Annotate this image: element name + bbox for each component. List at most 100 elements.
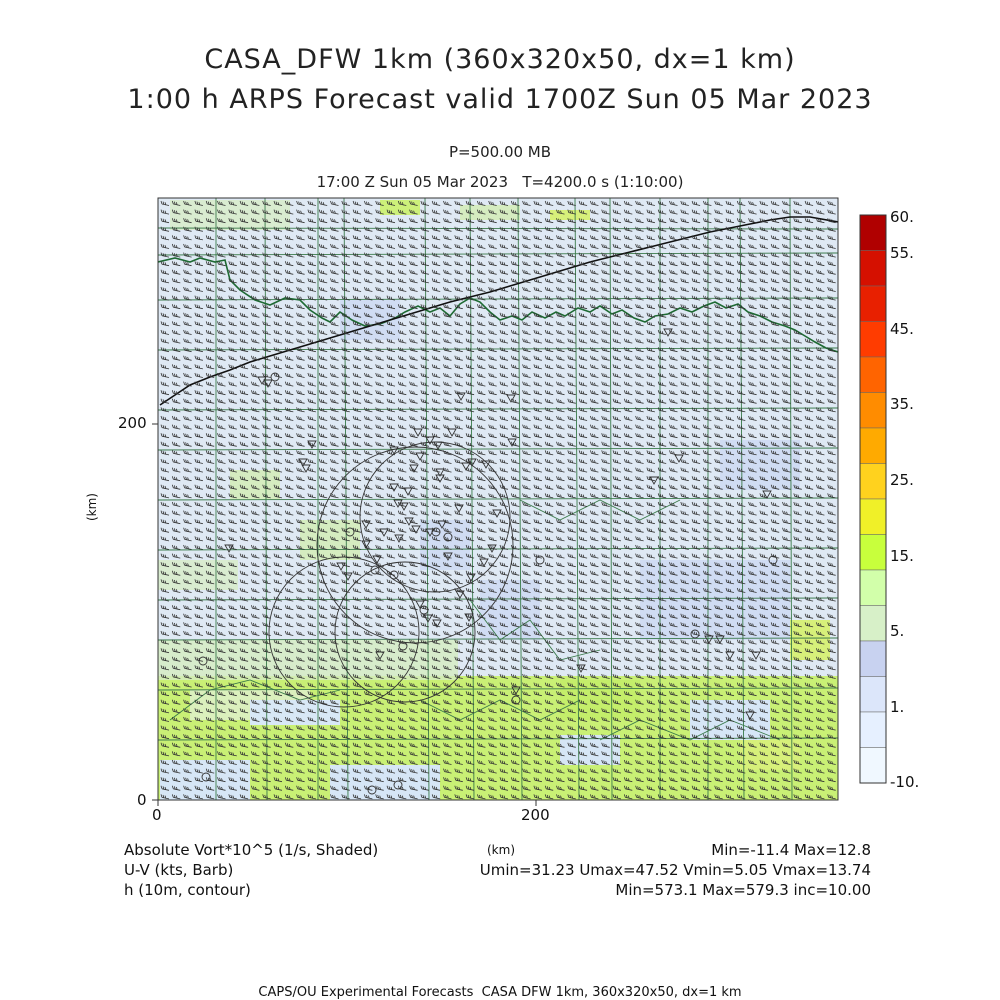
wind-barb	[703, 777, 712, 783]
wind-barb	[725, 536, 735, 542]
wind-barb	[194, 398, 203, 404]
wind-barb	[194, 338, 203, 344]
wind-barb	[341, 691, 350, 697]
station-marker	[409, 464, 419, 473]
wind-barb	[522, 562, 531, 568]
wind-barb	[262, 226, 271, 232]
wind-barb	[590, 304, 599, 310]
wind-barb	[386, 510, 396, 516]
wind-barb	[364, 777, 373, 783]
wind-barb	[443, 605, 452, 611]
wind-barb	[691, 424, 701, 430]
x-tick-label-0: 0	[152, 806, 162, 824]
wind-barb	[262, 579, 271, 585]
wind-barb	[205, 398, 215, 404]
station-marker	[361, 540, 371, 549]
wind-barb	[793, 433, 802, 439]
wind-barb	[612, 450, 622, 456]
wind-barb	[782, 484, 791, 490]
wind-barb	[217, 381, 226, 387]
wind-barb	[510, 579, 520, 585]
wind-barb	[477, 269, 486, 275]
wind-barb	[296, 235, 305, 241]
wind-barb	[510, 286, 520, 292]
wind-barb	[160, 278, 170, 284]
wind-barb	[590, 596, 599, 602]
wind-barb	[522, 372, 531, 378]
wind-barb	[296, 501, 305, 507]
wind-barb	[804, 613, 814, 619]
wind-barb	[397, 364, 407, 370]
wind-barb	[386, 501, 396, 507]
wind-barb	[646, 338, 655, 344]
wind-barb	[657, 355, 667, 361]
wind-barb	[217, 235, 226, 241]
wind-barb	[782, 544, 791, 550]
wind-barb	[793, 725, 802, 731]
wind-barb	[296, 768, 305, 774]
wind-barb	[465, 321, 475, 327]
wind-barb	[228, 622, 237, 628]
wind-barb	[352, 553, 362, 559]
wind-barb	[770, 209, 780, 215]
wind-barb	[217, 347, 226, 353]
wind-barb	[251, 484, 260, 490]
wind-barb	[499, 252, 509, 258]
wind-barb	[714, 536, 723, 542]
county-line	[158, 637, 838, 641]
wind-barb	[194, 235, 203, 241]
wind-barb	[443, 493, 452, 499]
wind-barb	[375, 613, 384, 619]
wind-barb	[160, 544, 170, 550]
wind-barb	[318, 716, 328, 722]
wind-barb	[590, 742, 599, 748]
wind-barb	[816, 579, 825, 585]
wind-barb	[736, 467, 746, 473]
wind-barb	[522, 622, 531, 628]
wind-barb	[578, 398, 588, 404]
wind-barb	[714, 398, 723, 404]
wind-barb	[578, 226, 588, 232]
wind-barb	[431, 648, 441, 654]
wind-barb	[307, 476, 316, 482]
wind-barb	[782, 467, 791, 473]
wind-barb	[228, 321, 237, 327]
wind-barb	[397, 691, 407, 697]
wind-barb	[510, 200, 520, 206]
wind-barb	[657, 209, 667, 215]
wind-barb	[409, 630, 418, 636]
wind-barb	[239, 347, 249, 353]
wind-barb	[307, 605, 316, 611]
wind-barb	[296, 467, 305, 473]
wind-barb	[691, 527, 701, 533]
wind-barb	[251, 209, 260, 215]
wind-barb	[499, 794, 509, 800]
wind-barb	[284, 665, 294, 671]
wind-barb	[669, 544, 678, 550]
wind-barb	[364, 312, 373, 318]
wind-barb	[273, 312, 283, 318]
wind-barb	[522, 759, 531, 765]
wind-barb	[284, 243, 294, 249]
wind-barb	[375, 734, 384, 740]
wind-barb	[793, 450, 802, 456]
wind-barb	[397, 562, 407, 568]
wind-barb	[804, 338, 814, 344]
wind-barb	[657, 364, 667, 370]
wind-barb	[284, 450, 294, 456]
wind-barb	[782, 510, 791, 516]
wind-barb	[533, 458, 542, 464]
wind-barb	[217, 596, 226, 602]
wind-barb	[556, 355, 565, 361]
wind-barb	[522, 235, 531, 241]
station-marker	[404, 517, 414, 526]
wind-barb	[578, 235, 588, 241]
wind-barb	[262, 613, 271, 619]
wind-barb	[601, 665, 610, 671]
wind-barb	[590, 794, 599, 800]
county-line	[469, 599, 601, 661]
wind-barb	[804, 501, 814, 507]
wind-barb	[816, 794, 825, 800]
wind-barb	[273, 579, 283, 585]
wind-barb	[386, 450, 396, 456]
